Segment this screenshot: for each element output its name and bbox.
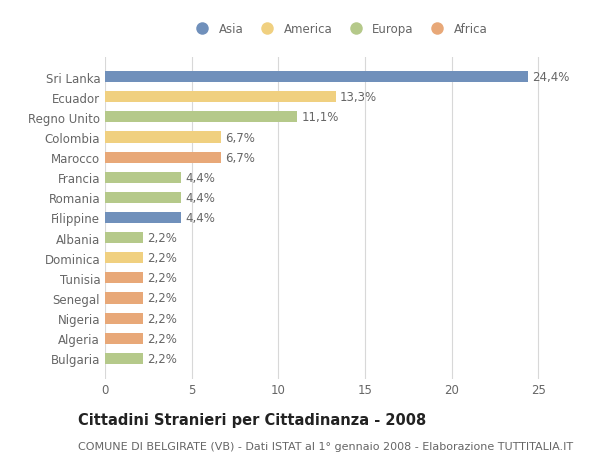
Bar — [105, 72, 528, 83]
Text: 2,2%: 2,2% — [148, 232, 178, 245]
Text: 13,3%: 13,3% — [340, 91, 377, 104]
Bar — [105, 353, 143, 364]
Bar — [105, 313, 143, 324]
Bar — [105, 293, 143, 304]
Bar — [105, 92, 335, 103]
Text: 4,4%: 4,4% — [185, 191, 215, 204]
Text: 2,2%: 2,2% — [148, 252, 178, 265]
Text: 6,7%: 6,7% — [226, 151, 256, 164]
Text: 4,4%: 4,4% — [185, 212, 215, 224]
Bar — [105, 132, 221, 143]
Bar — [105, 273, 143, 284]
Text: Cittadini Stranieri per Cittadinanza - 2008: Cittadini Stranieri per Cittadinanza - 2… — [78, 413, 426, 428]
Bar — [105, 252, 143, 264]
Text: COMUNE DI BELGIRATE (VB) - Dati ISTAT al 1° gennaio 2008 - Elaborazione TUTTITAL: COMUNE DI BELGIRATE (VB) - Dati ISTAT al… — [78, 441, 573, 451]
Bar — [105, 152, 221, 163]
Bar — [105, 233, 143, 244]
Bar — [105, 333, 143, 344]
Text: 24,4%: 24,4% — [532, 71, 569, 84]
Bar — [105, 112, 298, 123]
Text: 2,2%: 2,2% — [148, 272, 178, 285]
Text: 2,2%: 2,2% — [148, 292, 178, 305]
Text: 4,4%: 4,4% — [185, 171, 215, 185]
Bar — [105, 172, 181, 184]
Text: 2,2%: 2,2% — [148, 312, 178, 325]
Text: 2,2%: 2,2% — [148, 332, 178, 345]
Text: 6,7%: 6,7% — [226, 131, 256, 144]
Bar — [105, 192, 181, 203]
Text: 2,2%: 2,2% — [148, 352, 178, 365]
Bar — [105, 213, 181, 224]
Text: 11,1%: 11,1% — [302, 111, 339, 124]
Legend: Asia, America, Europa, Africa: Asia, America, Europa, Africa — [185, 18, 493, 41]
